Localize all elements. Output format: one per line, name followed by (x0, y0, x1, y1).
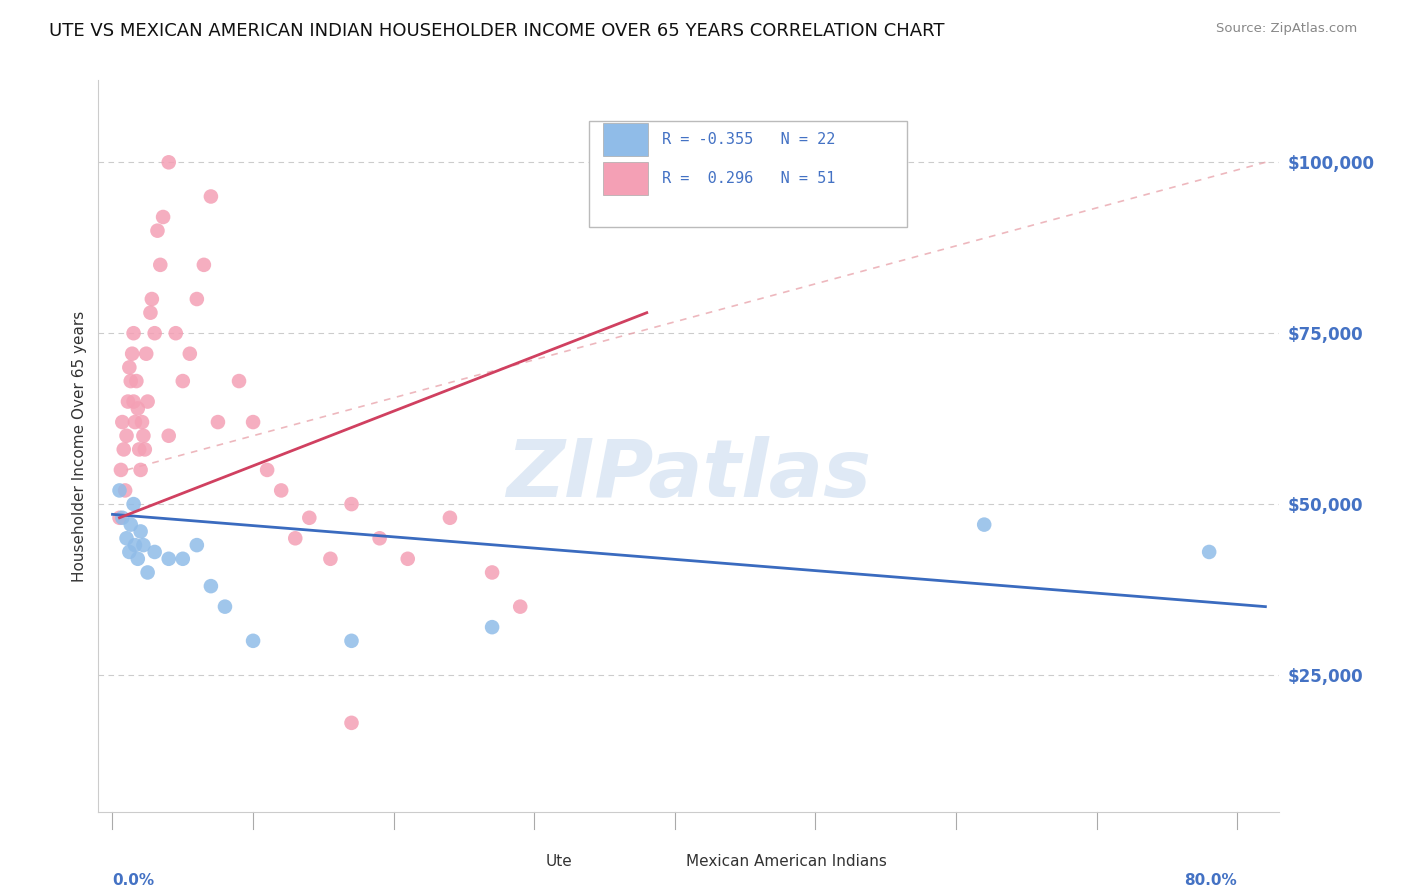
Text: 0.0%: 0.0% (112, 873, 155, 888)
Point (108, 510, 131, 524)
Point (120, 517, 142, 532)
Point (207, 415, 229, 429)
Point (157, 551, 180, 566)
Point (200, 579, 222, 593)
Point (157, 429, 180, 443)
Point (256, 463, 278, 477)
Point (340, 633, 363, 648)
Point (179, 347, 201, 361)
Point (340, 497, 363, 511)
Point (115, 429, 138, 443)
Point (319, 551, 342, 566)
Point (242, 415, 264, 429)
Point (131, 415, 153, 429)
Point (214, 599, 236, 614)
Point (157, 155, 180, 169)
Point (172, 374, 194, 388)
Point (132, 538, 155, 552)
Point (396, 551, 419, 566)
Point (122, 326, 145, 341)
Point (1198, 545, 1220, 559)
Point (121, 347, 143, 361)
Point (127, 551, 149, 566)
Point (125, 374, 148, 388)
Bar (513, 847, 538, 870)
Text: R =  0.296   N = 51: R = 0.296 N = 51 (662, 171, 835, 186)
Point (127, 401, 149, 416)
Point (141, 292, 163, 306)
Point (139, 306, 162, 320)
Point (228, 374, 250, 388)
Point (129, 463, 152, 477)
Text: Ute: Ute (546, 855, 572, 869)
Bar (603, 162, 648, 195)
Point (143, 326, 166, 341)
Point (509, 599, 531, 614)
Point (118, 545, 141, 559)
Text: Mexican American Indians: Mexican American Indians (686, 855, 887, 869)
Point (124, 538, 146, 552)
Point (111, 415, 134, 429)
Point (136, 566, 159, 580)
FancyBboxPatch shape (589, 120, 907, 227)
Point (340, 715, 363, 730)
Point (270, 483, 292, 498)
Y-axis label: Householder Income Over 65 years: Householder Income Over 65 years (72, 310, 87, 582)
Point (122, 497, 145, 511)
Point (117, 394, 139, 409)
Text: 80.0%: 80.0% (1184, 873, 1237, 888)
Point (108, 483, 131, 498)
Point (124, 415, 146, 429)
Point (165, 326, 187, 341)
Point (115, 531, 138, 545)
Point (186, 538, 208, 552)
Point (134, 442, 156, 457)
Point (242, 633, 264, 648)
Point (111, 510, 134, 524)
Text: R = -0.355   N = 22: R = -0.355 N = 22 (662, 132, 835, 146)
Point (143, 545, 166, 559)
Point (298, 510, 321, 524)
Bar (654, 847, 679, 870)
Bar (603, 123, 648, 155)
Point (118, 360, 141, 375)
Point (110, 463, 132, 477)
Point (284, 531, 307, 545)
Text: ZIPatlas: ZIPatlas (506, 436, 872, 515)
Point (193, 258, 215, 272)
Point (152, 210, 174, 224)
Point (200, 189, 222, 203)
Point (149, 258, 172, 272)
Point (136, 394, 159, 409)
Point (368, 531, 391, 545)
Point (172, 551, 194, 566)
Point (973, 517, 995, 532)
Point (128, 442, 150, 457)
Text: UTE VS MEXICAN AMERICAN INDIAN HOUSEHOLDER INCOME OVER 65 YEARS CORRELATION CHAR: UTE VS MEXICAN AMERICAN INDIAN HOUSEHOLD… (49, 22, 945, 40)
Point (481, 566, 503, 580)
Point (112, 442, 135, 457)
Point (132, 429, 155, 443)
Point (129, 524, 152, 539)
Point (114, 483, 136, 498)
Point (146, 224, 169, 238)
Point (120, 374, 142, 388)
Point (186, 292, 208, 306)
Point (122, 394, 145, 409)
Point (481, 620, 503, 634)
Point (439, 510, 461, 524)
Text: Source: ZipAtlas.com: Source: ZipAtlas.com (1216, 22, 1357, 36)
Point (135, 347, 157, 361)
